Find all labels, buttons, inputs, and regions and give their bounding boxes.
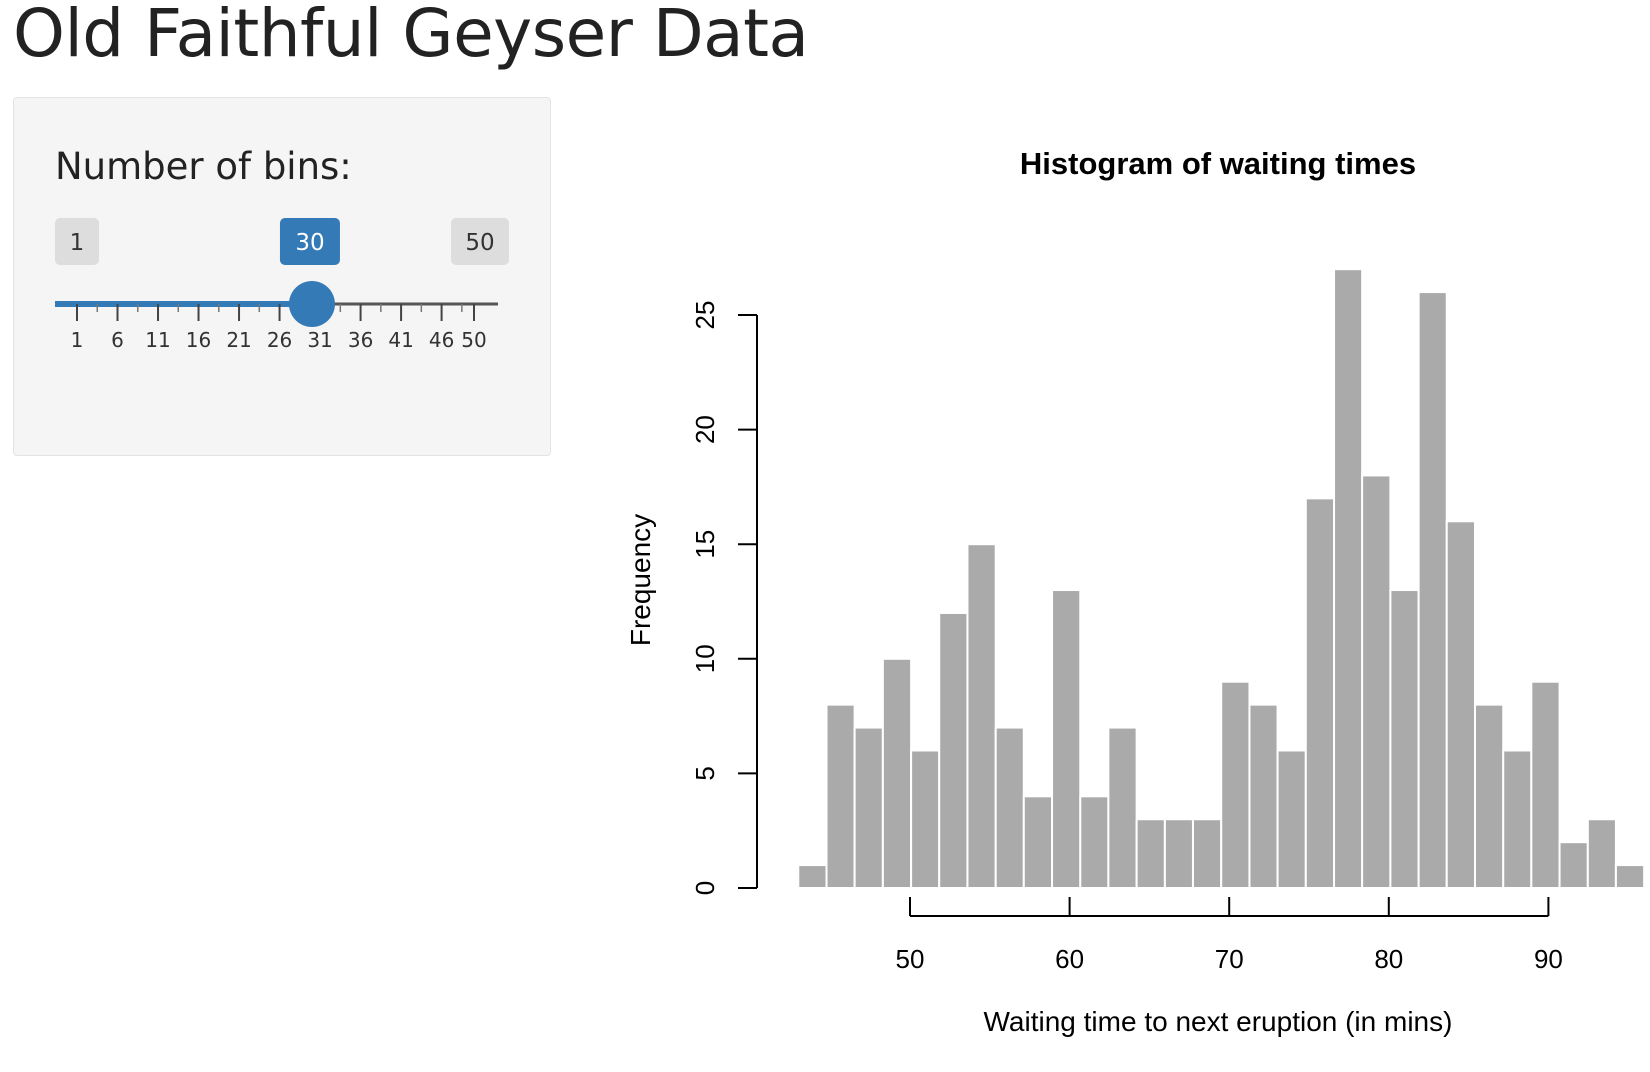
histogram-bar — [1558, 841, 1589, 889]
slider-grid-label: 16 — [186, 328, 211, 352]
y-axis-tick-label: 0 — [690, 881, 720, 895]
slider-value-label: 30 — [279, 218, 340, 265]
bins-slider[interactable]: 1 6 11 16 21 26 31 36 41 46 50 1 50 30 — [14, 98, 552, 457]
histogram-bar — [1276, 749, 1307, 889]
slider-min-label-text: 1 — [70, 230, 85, 256]
slider-value-label-text: 30 — [295, 230, 324, 256]
histogram-svg: Histogram of waiting times 0 5 10 15 20 25 50 60… — [625, 146, 1646, 1037]
histogram-bar — [1333, 268, 1364, 890]
y-axis-tick-label: 20 — [690, 415, 720, 444]
slider-min-label: 1 — [55, 218, 99, 265]
histogram-bar — [1417, 291, 1448, 889]
histogram-bar — [881, 657, 913, 889]
y-axis-tick-label: 15 — [690, 530, 720, 559]
histogram-bar — [1361, 474, 1392, 889]
histogram-bar — [853, 726, 884, 889]
y-axis-tick-label: 25 — [690, 301, 720, 330]
slider-handle[interactable] — [288, 281, 335, 327]
slider-grid-label: 50 — [461, 328, 486, 352]
histogram-bar — [1248, 703, 1279, 890]
histogram-bar — [1473, 703, 1505, 890]
histogram-bar — [1445, 520, 1476, 889]
slider-max-label-text: 50 — [465, 230, 494, 256]
y-axis-label: Frequency — [625, 514, 656, 646]
slider-grid-label: 31 — [307, 328, 332, 352]
histogram-bar — [1107, 726, 1138, 889]
slider-grid-label: 11 — [145, 328, 170, 352]
histogram-bar — [1586, 818, 1617, 889]
histogram-bar — [1163, 818, 1194, 889]
histogram-bar — [1022, 795, 1054, 890]
histogram-bar — [1135, 818, 1166, 889]
slider-value-label-bg — [279, 218, 340, 265]
histogram-bar — [1051, 589, 1082, 889]
histogram-bar — [966, 543, 997, 889]
x-axis-tick-label: 50 — [896, 944, 925, 974]
x-axis-tick-label: 70 — [1215, 944, 1244, 974]
histogram-plot: Histogram of waiting times 0 5 10 15 20 25 50 60… — [560, 100, 1650, 1068]
x-axis-tick-label: 90 — [1534, 944, 1563, 974]
histogram-bar — [994, 726, 1025, 889]
page-title: Old Faithful Geyser Data — [13, 0, 809, 72]
histogram-bar — [1530, 680, 1561, 889]
histogram-bar — [1220, 680, 1251, 889]
histogram-bar — [1079, 795, 1110, 890]
bins-input-label: Number of bins: — [55, 145, 352, 188]
x-axis-tick-label: 80 — [1374, 944, 1403, 974]
y-axis-tick-label: 5 — [690, 766, 720, 780]
slider-grid-label: 46 — [429, 328, 454, 352]
histogram-bar — [910, 749, 941, 889]
y-axis-tick-label: 10 — [690, 644, 720, 673]
slider-grid-label: 1 — [71, 328, 84, 352]
x-axis-tick-label: 60 — [1055, 944, 1084, 974]
slider-grid-label: 41 — [388, 328, 413, 352]
histogram-bar — [1389, 589, 1420, 889]
chart-title: Histogram of waiting times — [1020, 146, 1416, 181]
slider-grid-label: 21 — [226, 328, 251, 352]
slider-min-label-bg — [55, 218, 99, 265]
slider-grid-label: 36 — [348, 328, 373, 352]
histogram-bar — [825, 703, 856, 890]
sidebar-panel: Number of bins: 1 6 11 16 21 26 31 36 41 46 50 1 50 3… — [13, 97, 551, 456]
histogram-bar — [1614, 864, 1646, 890]
histogram-bar — [1304, 497, 1336, 889]
x-axis-label: Waiting time to next eruption (in mins) — [984, 1006, 1453, 1037]
slider-max-label-bg — [451, 218, 509, 265]
slider-grid-label: 26 — [267, 328, 292, 352]
histogram-bar — [797, 864, 828, 890]
histogram-bar — [1502, 749, 1533, 889]
slider-max-label: 50 — [451, 218, 509, 265]
histogram-bar — [938, 611, 969, 890]
histogram-bar — [1191, 818, 1223, 889]
slider-grid-label: 6 — [111, 328, 124, 352]
